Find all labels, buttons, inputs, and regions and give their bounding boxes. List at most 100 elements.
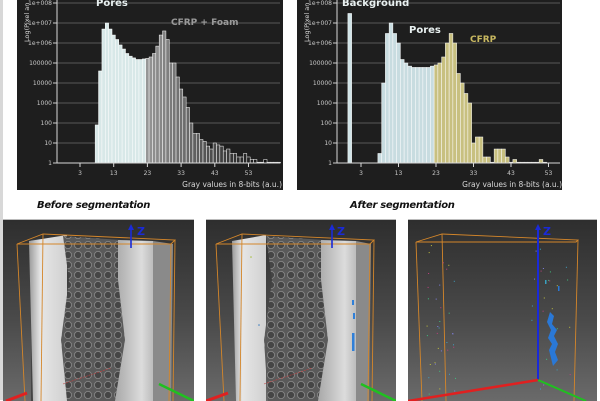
y-tick-label: 1	[48, 160, 52, 167]
histogram-bar	[233, 153, 237, 164]
y-tick-label: 100	[41, 120, 53, 127]
y-tick-label: 1e+008	[308, 0, 332, 7]
histogram-bar	[501, 148, 506, 164]
histogram-bar	[131, 57, 136, 164]
histogram-bar	[460, 82, 465, 164]
page-left-edge	[0, 0, 3, 400]
histogram-bar	[216, 144, 221, 164]
y-tick-label: 10	[44, 140, 52, 147]
x-tick-label: 13	[395, 170, 403, 177]
histogram-bar	[246, 156, 251, 164]
histogram-bar	[456, 73, 461, 164]
histogram-bar	[209, 148, 214, 164]
histogram-bar	[192, 133, 197, 164]
y-tick-label: 10000	[313, 80, 332, 87]
histogram-bar	[538, 159, 544, 164]
histogram-bar	[189, 122, 194, 164]
histogram-bar	[175, 76, 180, 164]
x-tick-label: 33	[470, 170, 478, 177]
histogram-bar	[125, 53, 130, 164]
histogram-bar	[249, 159, 254, 164]
histogram-bar	[448, 33, 454, 164]
z-axis-label: Z	[543, 225, 551, 238]
histogram-bar	[463, 93, 469, 164]
y-tick-label: 10	[324, 140, 332, 147]
volume-render-after: Z	[206, 224, 396, 401]
histogram-bar	[145, 58, 150, 164]
histogram-bar	[229, 153, 234, 164]
x-axis-title: Gray values in 8-bits (a.u.)	[182, 180, 282, 189]
histogram-bar	[467, 102, 472, 164]
y-tick-label: 1e+007	[308, 20, 332, 27]
histogram-bar	[445, 42, 450, 164]
histogram-bar	[377, 153, 382, 164]
histogram-bar	[478, 136, 484, 164]
y-axis-title: Log(Pixel an	[303, 3, 311, 42]
histogram-bar	[185, 107, 190, 164]
x-tick-label: 13	[110, 170, 118, 177]
histogram-bar	[430, 65, 435, 164]
render-before-segmentation: Z	[3, 219, 194, 401]
histogram-bar	[452, 42, 457, 164]
x-tick-label: 33	[177, 170, 185, 177]
histogram-bar	[403, 62, 409, 164]
y-axis-arrow-icon	[360, 382, 396, 401]
x-tick-label: 53	[245, 170, 253, 177]
histogram-bar	[121, 48, 126, 164]
histogram-bar	[392, 33, 397, 164]
histogram-bar	[98, 70, 103, 164]
y-tick-label: 1e+007	[28, 20, 52, 27]
histogram-bar	[418, 67, 424, 164]
histogram-bar	[155, 45, 160, 164]
histogram-bar	[111, 34, 116, 164]
histogram-bar	[206, 145, 211, 164]
histogram-bar	[263, 159, 268, 164]
x-tick-label: 43	[507, 170, 515, 177]
histogram-bar	[169, 62, 173, 164]
y-tick-label: 1e+006	[308, 40, 332, 47]
histogram-bar	[182, 96, 187, 164]
histogram-bar	[400, 59, 405, 164]
y-tick-label: 1e+006	[28, 40, 52, 47]
histogram-bar	[172, 62, 177, 164]
histogram-bar	[253, 159, 258, 164]
y-tick-label: 100	[321, 120, 333, 127]
histogram-after-plot: 1 10 100 1000 10000 100000 1e+006 1e+007 1e+008 3…	[303, 0, 562, 189]
histogram-bar	[199, 139, 204, 164]
histogram-bar	[94, 124, 99, 164]
histogram-bar	[148, 56, 153, 164]
histogram-bar	[236, 156, 241, 164]
histogram-bar	[441, 56, 446, 164]
x-axis-arrow-icon	[408, 378, 539, 401]
render-after-segmentation-pores: Z	[408, 219, 597, 401]
histogram-bar	[475, 136, 480, 164]
x-tick-label: 23	[144, 170, 152, 177]
x-tick-label: 3	[359, 170, 363, 177]
series-annotation: Background	[342, 0, 409, 9]
render-after-segmentation-volume: Z	[206, 219, 396, 401]
pore-render-after: Z	[408, 224, 587, 401]
histogram-bar	[226, 148, 231, 164]
x-axis-title: Gray values in 8-bits (a.u.)	[462, 180, 562, 189]
histogram-bar	[381, 82, 386, 164]
histogram-bar	[101, 28, 106, 164]
series-annotation: CFRP	[470, 35, 497, 45]
histogram-bar	[497, 148, 502, 164]
histogram-bar	[411, 67, 416, 164]
histogram-bar	[388, 22, 394, 164]
histogram-bar	[433, 64, 439, 164]
y-axis-arrow-icon	[537, 379, 587, 401]
histogram-bar	[471, 142, 476, 164]
histogram-bar	[222, 150, 227, 164]
histogram-after-segmentation: 1 10 100 1000 10000 100000 1e+006 1e+007 1e+008 3…	[297, 0, 562, 190]
series-annotation: CFRP + Foam	[171, 18, 239, 28]
volume-render-before: Z	[5, 224, 194, 401]
y-tick-label: 1	[328, 160, 332, 167]
series-annotation: Pores	[96, 0, 128, 9]
histogram-bar	[128, 55, 133, 164]
y-tick-label: 1000	[37, 100, 52, 107]
y-tick-label: 10000	[33, 80, 52, 87]
z-axis-label: Z	[137, 225, 145, 238]
histogram-bar	[118, 44, 123, 164]
histogram-bar	[512, 159, 517, 164]
